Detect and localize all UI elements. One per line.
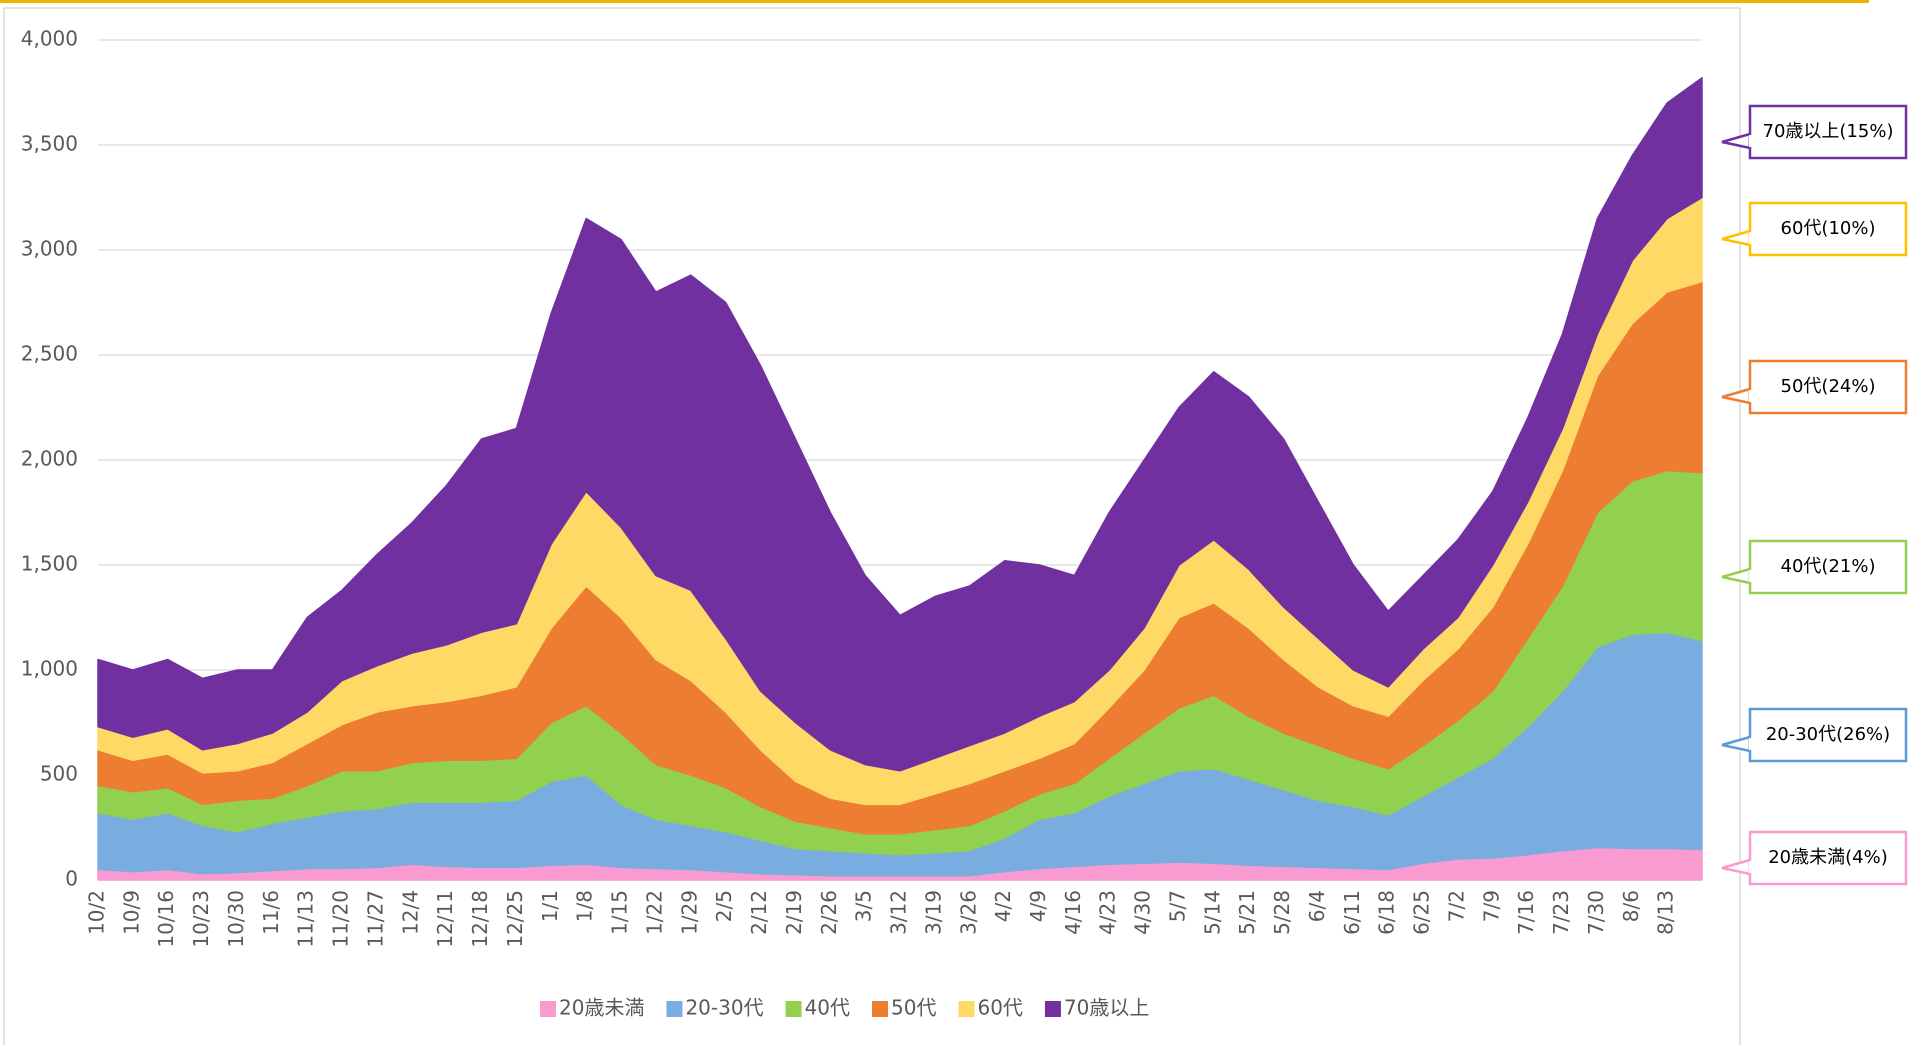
callout-cover xyxy=(1749,135,1752,147)
callout-box xyxy=(1748,359,1908,415)
y-tick-label: 500 xyxy=(40,762,78,786)
legend-label: 50代 xyxy=(891,996,936,1020)
legend-swatch xyxy=(540,1001,556,1017)
y-tick-label: 1,500 xyxy=(21,552,78,576)
chart-frame xyxy=(3,7,1741,1045)
x-tick-label: 2/19 xyxy=(782,890,806,935)
callout-label: 20-30代(26%) xyxy=(1766,724,1890,745)
x-tick-label: 5/7 xyxy=(1165,890,1189,922)
callout-label: 40代(21%) xyxy=(1781,556,1876,577)
legend-swatch xyxy=(1044,1001,1061,1017)
x-tick-label: 1/8 xyxy=(573,890,597,922)
callout-pointer xyxy=(1721,858,1752,876)
y-tick-label: 1,000 xyxy=(21,657,78,681)
legend-swatch xyxy=(666,1001,683,1017)
x-tick-label: 10/23 xyxy=(189,890,213,948)
x-tick-label: 3/5 xyxy=(852,890,876,922)
x-tick-label: 11/13 xyxy=(294,890,318,948)
x-tick-label: 5/28 xyxy=(1270,890,1294,935)
callout-box xyxy=(1748,539,1908,595)
x-tick-label: 1/15 xyxy=(608,890,632,935)
areas xyxy=(97,77,1703,881)
callout-cover xyxy=(1749,570,1752,582)
legend-swatch xyxy=(958,1001,975,1017)
callout-cover xyxy=(1749,232,1752,244)
x-tick-label: 6/4 xyxy=(1305,890,1329,922)
callout-pointer xyxy=(1721,132,1752,150)
x-tick-label: 1/1 xyxy=(538,890,562,922)
x-tick-label: 6/25 xyxy=(1410,890,1434,935)
y-tick-label: 4,000 xyxy=(21,27,78,51)
callout-box xyxy=(1748,104,1908,160)
area xyxy=(97,77,1703,772)
x-tick-label: 5/21 xyxy=(1235,890,1259,935)
x-tick-label: 5/14 xyxy=(1200,890,1224,935)
x-tick-label: 11/27 xyxy=(363,890,387,948)
y-tick-label: 3,500 xyxy=(21,132,78,156)
y-tick-label: 2,500 xyxy=(21,342,78,366)
x-tick-label: 4/2 xyxy=(991,890,1015,922)
x-tick-label: 2/5 xyxy=(712,890,736,922)
legend-swatch xyxy=(872,1001,889,1017)
callout-cover xyxy=(1749,861,1752,873)
callout-pointer xyxy=(1721,735,1752,753)
x-tick-label: 11/6 xyxy=(259,890,283,935)
callout-cover xyxy=(1749,390,1752,402)
x-tick-label: 8/6 xyxy=(1619,890,1643,922)
x-tick-label: 12/4 xyxy=(398,890,422,935)
x-tick-label: 12/11 xyxy=(433,890,457,948)
x-tick-label: 8/13 xyxy=(1654,890,1678,935)
callout-pointer xyxy=(1721,567,1752,585)
callout-box xyxy=(1748,201,1908,257)
x-tick-label: 10/2 xyxy=(85,890,109,935)
y-tick-label: 3,000 xyxy=(21,237,78,261)
x-tick-label: 4/23 xyxy=(1096,890,1120,935)
legend-label: 20歳未満 xyxy=(559,996,644,1020)
x-tick-label: 11/20 xyxy=(329,890,353,948)
x-tick-label: 12/18 xyxy=(468,890,492,948)
callout-pointer xyxy=(1721,387,1752,405)
x-tick-label: 1/29 xyxy=(677,890,701,935)
x-tick-label: 3/19 xyxy=(921,890,945,935)
x-tick-label: 6/18 xyxy=(1375,890,1399,935)
callout-cover xyxy=(1749,738,1752,750)
x-tick-label: 6/11 xyxy=(1340,890,1364,935)
x-tick-label: 4/16 xyxy=(1061,890,1085,935)
x-tick-label: 12/25 xyxy=(503,890,527,948)
callout-label: 50代(24%) xyxy=(1781,376,1876,397)
x-tick-label: 7/2 xyxy=(1444,890,1468,922)
callout-label: 70歳以上(15%) xyxy=(1763,121,1894,142)
x-tick-label: 2/12 xyxy=(747,890,771,935)
x-tick-label: 3/26 xyxy=(956,890,980,935)
callout-label: 60代(10%) xyxy=(1781,218,1876,239)
y-tick-label: 2,000 xyxy=(21,447,78,471)
x-tick-label: 2/26 xyxy=(817,890,841,935)
callout-label: 20歳未満(4%) xyxy=(1768,847,1888,868)
callout-pointer xyxy=(1721,229,1752,247)
x-tick-label: 10/30 xyxy=(224,890,248,948)
x-tick-label: 7/16 xyxy=(1514,890,1538,935)
callout-box xyxy=(1748,707,1908,763)
x-tick-label: 7/9 xyxy=(1479,890,1503,922)
legend-label: 60代 xyxy=(977,996,1022,1020)
callout-box xyxy=(1748,830,1908,886)
x-tick-label: 10/9 xyxy=(119,890,143,935)
legend-label: 70歳以上 xyxy=(1064,996,1149,1020)
x-tick-label: 7/30 xyxy=(1584,890,1608,935)
x-tick-label: 10/16 xyxy=(154,890,178,948)
legend-swatch xyxy=(785,1001,802,1017)
legend-label: 20-30代 xyxy=(685,996,763,1020)
x-tick-label: 4/9 xyxy=(1026,890,1050,922)
x-tick-label: 4/30 xyxy=(1131,890,1155,935)
legend-label: 40代 xyxy=(805,996,850,1020)
x-tick-label: 7/23 xyxy=(1549,890,1573,935)
y-tick-label: 0 xyxy=(65,867,78,891)
x-tick-label: 3/12 xyxy=(887,890,911,935)
x-tick-label: 1/22 xyxy=(642,890,666,935)
labels: 0 500 1,000 1,500 2,000 2,500 3,000 3,500 4,000 1… xyxy=(21,27,1908,1020)
